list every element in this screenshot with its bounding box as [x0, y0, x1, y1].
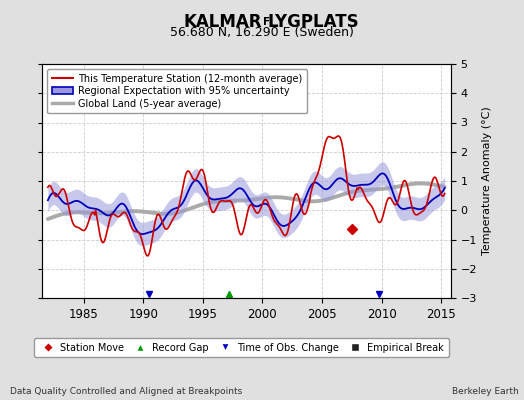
Text: KALMAR: KALMAR: [183, 13, 262, 31]
Legend: This Temperature Station (12-month average), Regional Expectation with 95% uncer: This Temperature Station (12-month avera…: [47, 69, 307, 114]
Text: LYGPLATS: LYGPLATS: [267, 13, 359, 31]
Text: Data Quality Controlled and Aligned at Breakpoints: Data Quality Controlled and Aligned at B…: [10, 387, 243, 396]
Text: 56.680 N, 16.290 E (Sweden): 56.680 N, 16.290 E (Sweden): [170, 26, 354, 39]
Legend: Station Move, Record Gap, Time of Obs. Change, Empirical Break: Station Move, Record Gap, Time of Obs. C…: [34, 338, 449, 357]
Text: F: F: [263, 17, 270, 27]
Y-axis label: Temperature Anomaly (°C): Temperature Anomaly (°C): [483, 107, 493, 255]
Text: Berkeley Earth: Berkeley Earth: [452, 387, 519, 396]
